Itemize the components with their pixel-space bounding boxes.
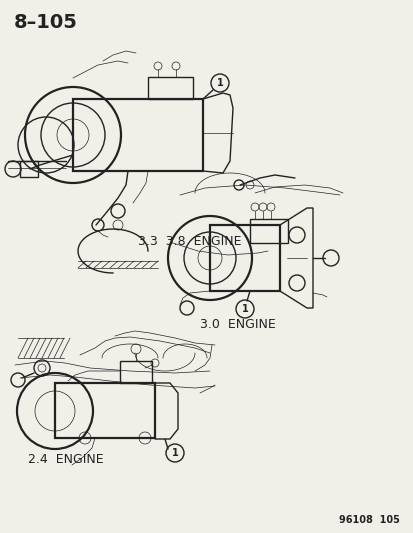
Text: 3.3  3.8  ENGINE: 3.3 3.8 ENGINE xyxy=(138,235,241,248)
Bar xyxy=(120,361,152,383)
Bar xyxy=(209,225,279,291)
Bar xyxy=(55,383,154,438)
Bar xyxy=(147,77,192,99)
Text: 2.4  ENGINE: 2.4 ENGINE xyxy=(28,453,103,466)
Text: 1: 1 xyxy=(241,304,248,314)
Text: 1: 1 xyxy=(171,448,178,458)
Text: 8–105: 8–105 xyxy=(14,13,78,32)
Text: 96108  105: 96108 105 xyxy=(338,515,399,525)
Bar xyxy=(20,161,38,177)
Text: 1: 1 xyxy=(216,78,223,88)
Bar xyxy=(73,99,202,171)
Bar xyxy=(249,219,287,243)
Text: 3.0  ENGINE: 3.0 ENGINE xyxy=(199,318,275,331)
